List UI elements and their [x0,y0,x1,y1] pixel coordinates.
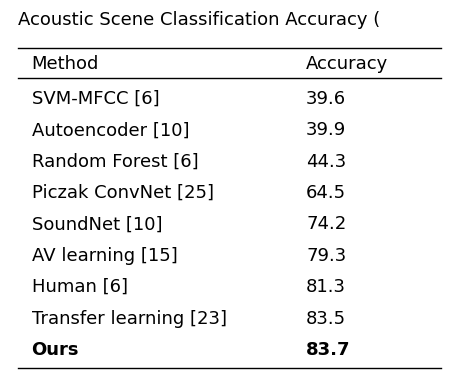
Text: 83.5: 83.5 [306,310,346,328]
Text: 83.7: 83.7 [306,341,351,359]
Text: 39.9: 39.9 [306,121,346,139]
Text: 74.2: 74.2 [306,215,346,233]
Text: SoundNet [10]: SoundNet [10] [32,215,162,233]
Text: SVM-MFCC [6]: SVM-MFCC [6] [32,90,159,108]
Text: Acoustic Scene Classification Accuracy (: Acoustic Scene Classification Accuracy ( [18,11,380,29]
Text: 64.5: 64.5 [306,184,346,202]
Text: Random Forest [6]: Random Forest [6] [32,153,198,171]
Text: Ours: Ours [32,341,79,359]
Text: 39.6: 39.6 [306,90,346,108]
Text: Method: Method [32,55,99,73]
Text: AV learning [15]: AV learning [15] [32,247,177,265]
Text: Piczak ConvNet [25]: Piczak ConvNet [25] [32,184,213,202]
Text: 79.3: 79.3 [306,247,346,265]
Text: Autoencoder [10]: Autoencoder [10] [32,121,189,139]
Text: Human [6]: Human [6] [32,278,127,296]
Text: 44.3: 44.3 [306,153,346,171]
Text: Transfer learning [23]: Transfer learning [23] [32,310,226,328]
Text: 81.3: 81.3 [306,278,346,296]
Text: Accuracy: Accuracy [306,55,388,73]
